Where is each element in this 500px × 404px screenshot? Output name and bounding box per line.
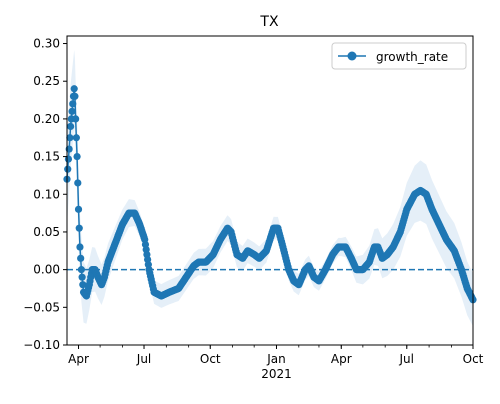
x-tick-label: Apr [68,352,89,366]
x-tick-label: Oct [200,352,221,366]
x-tick-label: Jul [136,352,151,366]
data-point [77,254,85,262]
data-point [71,92,79,100]
data-point [75,224,83,232]
x-tick-label: Oct [463,352,484,366]
y-axis: −0.10 −0.05 0.00 0.05 0.10 0.15 0.20 0.25 0.30 [23,37,67,352]
data-point [78,273,86,281]
y-tick-label: 0.30 [33,37,60,51]
legend: growth_rate [331,42,467,70]
data-point [79,281,87,289]
confidence-band-layer [67,50,473,327]
y-tick-label: 0.00 [33,263,60,277]
y-tick-label: 0.20 [33,112,60,126]
data-point [70,85,78,93]
y-tick-label: 0.25 [33,74,60,88]
x-tick-label: Jul [399,352,414,366]
data-point [67,122,75,131]
y-tick-label: 0.05 [33,225,60,239]
y-tick-label: −0.10 [23,338,60,352]
x-tick-label: Jan [266,352,286,366]
data-point [77,266,85,274]
data-point [74,179,82,187]
data-point [69,100,77,108]
confidence-band [67,50,473,327]
data-point [72,134,80,142]
legend-marker-swatch [347,51,357,61]
data-point [66,134,74,142]
legend-box [331,42,467,70]
chart-title: TX [259,14,279,30]
legend-label: growth_rate [376,50,448,64]
data-point [73,152,81,161]
data-point [64,165,72,173]
data-point [68,107,76,115]
data-point [72,115,80,123]
y-tick-label: −0.05 [23,300,60,314]
y-tick-label: 0.10 [33,187,60,201]
x-tick-label: Apr [331,352,352,366]
series-layer [63,85,477,304]
data-point [74,205,83,213]
plot-frame [66,35,474,346]
x-tick-year-label: 2021 [261,367,292,381]
y-tick-label: 0.15 [33,150,60,164]
data-point [76,243,84,251]
